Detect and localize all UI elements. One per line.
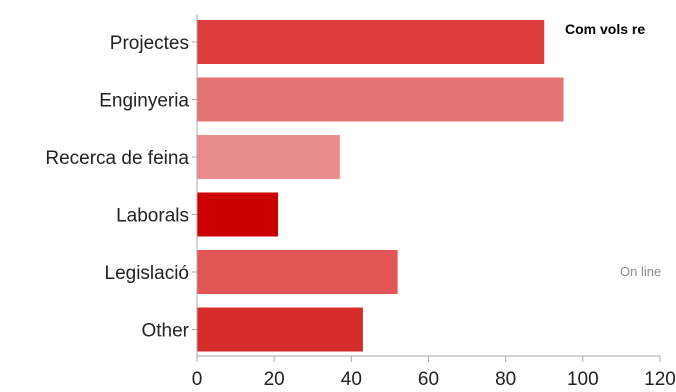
category-label-0: Projectes [110,33,189,54]
chart-title: Com vols re [565,21,645,37]
category-label-3: Laborals [116,206,189,227]
bar-5 [197,307,363,352]
x-tick-label-0: 0 [192,369,203,390]
x-tick-label-3: 60 [418,369,439,390]
x-axis-ticks: 0 20 40 60 80 100 120 [192,356,676,390]
bars-group [197,20,564,352]
category-label-5: Other [141,321,189,342]
category-label-2: Recerca de feina [45,148,189,169]
x-tick-label-2: 40 [341,369,362,390]
bar-4 [197,250,398,294]
category-label-4: Legislació [105,263,190,284]
bar-2 [197,135,340,179]
side-note-text: On line [620,264,661,279]
bar-1 [197,77,564,122]
category-label-1: Enginyeria [99,91,189,112]
x-tick-label-5: 100 [567,369,599,390]
x-tick-label-4: 80 [495,369,516,390]
bar-0 [197,20,545,64]
x-tick-label-6: 120 [644,369,676,390]
category-labels: Projectes Enginyeria Recerca de feina Labor… [45,33,197,342]
bar-3 [197,192,279,237]
x-tick-label-1: 20 [264,369,285,390]
